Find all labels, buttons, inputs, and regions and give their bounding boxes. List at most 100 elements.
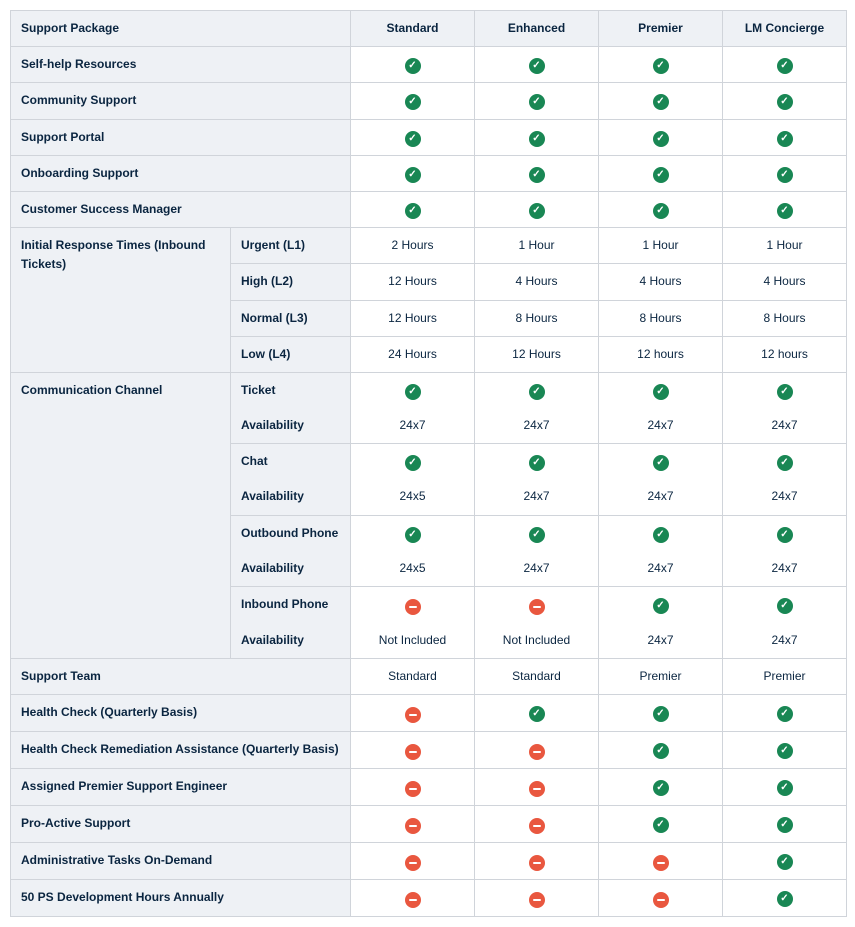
check-icon: ✓	[777, 817, 793, 833]
value-cell: 1 Hour	[599, 228, 723, 264]
value-cell	[599, 880, 723, 917]
header-plan-premier: Premier	[599, 11, 723, 47]
value-cell: 1 Hour	[723, 228, 847, 264]
value-cell	[475, 769, 599, 806]
check-icon: ✓	[777, 384, 793, 400]
priority-label: Low (L4)	[231, 336, 351, 372]
check-icon: ✓	[405, 203, 421, 219]
not-included-icon	[529, 744, 545, 760]
value-cell: ✓	[599, 444, 723, 480]
value-cell: ✓	[599, 119, 723, 155]
channel-row: Communication ChannelTicket✓✓✓✓	[11, 372, 847, 408]
feature-label: Health Check (Quarterly Basis)	[11, 695, 351, 732]
feature-label: Onboarding Support	[11, 155, 351, 191]
value-cell: ✓	[723, 880, 847, 917]
check-icon: ✓	[777, 131, 793, 147]
support-team-row: Support TeamStandardStandardPremierPremi…	[11, 659, 847, 695]
value-cell: 1 Hour	[475, 228, 599, 264]
value-cell: 24x7	[599, 623, 723, 659]
value-cell: Not Included	[475, 623, 599, 659]
check-icon: ✓	[777, 780, 793, 796]
value-cell: ✓	[599, 155, 723, 191]
value-cell: 24 Hours	[351, 336, 475, 372]
feature-row: Onboarding Support✓✓✓✓	[11, 155, 847, 191]
not-included-icon	[653, 892, 669, 908]
feature-row: Administrative Tasks On-Demand ✓	[11, 843, 847, 880]
check-icon: ✓	[405, 455, 421, 471]
value-cell: 8 Hours	[599, 300, 723, 336]
value-cell: 24x7	[599, 408, 723, 444]
value-cell: 24x7	[723, 479, 847, 515]
value-cell: ✓	[475, 155, 599, 191]
value-cell: ✓	[599, 732, 723, 769]
value-cell: ✓	[723, 843, 847, 880]
value-cell: ✓	[475, 444, 599, 480]
feature-row: Assigned Premier Support Engineer ✓ ✓	[11, 769, 847, 806]
check-icon: ✓	[653, 706, 669, 722]
value-cell: ✓	[599, 806, 723, 843]
check-icon: ✓	[405, 167, 421, 183]
value-cell: 12 Hours	[351, 264, 475, 300]
value-cell: 2 Hours	[351, 228, 475, 264]
check-icon: ✓	[777, 455, 793, 471]
check-icon: ✓	[653, 167, 669, 183]
check-icon: ✓	[529, 131, 545, 147]
check-icon: ✓	[777, 94, 793, 110]
value-cell: 12 Hours	[351, 300, 475, 336]
check-icon: ✓	[529, 58, 545, 74]
check-icon: ✓	[777, 743, 793, 759]
value-cell: ✓	[599, 695, 723, 732]
check-icon: ✓	[405, 527, 421, 543]
check-icon: ✓	[529, 527, 545, 543]
value-cell	[475, 587, 599, 624]
priority-label: High (L2)	[231, 264, 351, 300]
value-cell: ✓	[723, 732, 847, 769]
check-icon: ✓	[653, 780, 669, 796]
value-cell: ✓	[475, 47, 599, 83]
value-cell: 8 Hours	[723, 300, 847, 336]
feature-label: Assigned Premier Support Engineer	[11, 769, 351, 806]
not-included-icon	[529, 818, 545, 834]
check-icon: ✓	[529, 94, 545, 110]
value-cell	[351, 587, 475, 624]
header-plan-enhanced: Enhanced	[475, 11, 599, 47]
channel-name-label: Ticket	[231, 372, 351, 408]
check-icon: ✓	[653, 455, 669, 471]
feature-label: Community Support	[11, 83, 351, 119]
value-cell: ✓	[599, 587, 723, 624]
feature-row: 50 PS Development Hours Annually✓	[11, 880, 847, 917]
value-cell: Premier	[723, 659, 847, 695]
value-cell: ✓	[351, 372, 475, 408]
not-included-icon	[529, 855, 545, 871]
check-icon: ✓	[653, 131, 669, 147]
value-cell: 24x7	[351, 408, 475, 444]
check-icon: ✓	[653, 598, 669, 614]
value-cell: 24x7	[723, 408, 847, 444]
not-included-icon	[405, 892, 421, 908]
not-included-icon	[405, 781, 421, 797]
check-icon: ✓	[653, 743, 669, 759]
check-icon: ✓	[405, 131, 421, 147]
value-cell: 24x5	[351, 479, 475, 515]
response-time-row: Initial Response Times (Inbound Tickets)…	[11, 228, 847, 264]
value-cell: ✓	[351, 444, 475, 480]
header-row: Support Package Standard Enhanced Premie…	[11, 11, 847, 47]
check-icon: ✓	[777, 891, 793, 907]
value-cell: 24x7	[475, 479, 599, 515]
check-icon: ✓	[529, 167, 545, 183]
not-included-icon	[529, 892, 545, 908]
check-icon: ✓	[777, 706, 793, 722]
check-icon: ✓	[777, 598, 793, 614]
feature-label: Administrative Tasks On-Demand	[11, 843, 351, 880]
feature-row: Pro-Active Support✓✓	[11, 806, 847, 843]
check-icon: ✓	[405, 94, 421, 110]
value-cell	[351, 732, 475, 769]
check-icon: ✓	[653, 203, 669, 219]
value-cell: ✓	[723, 695, 847, 732]
value-cell	[351, 806, 475, 843]
priority-label: Normal (L3)	[231, 300, 351, 336]
value-cell: ✓	[723, 587, 847, 624]
value-cell: ✓	[599, 83, 723, 119]
value-cell: ✓	[599, 372, 723, 408]
not-included-icon	[405, 855, 421, 871]
